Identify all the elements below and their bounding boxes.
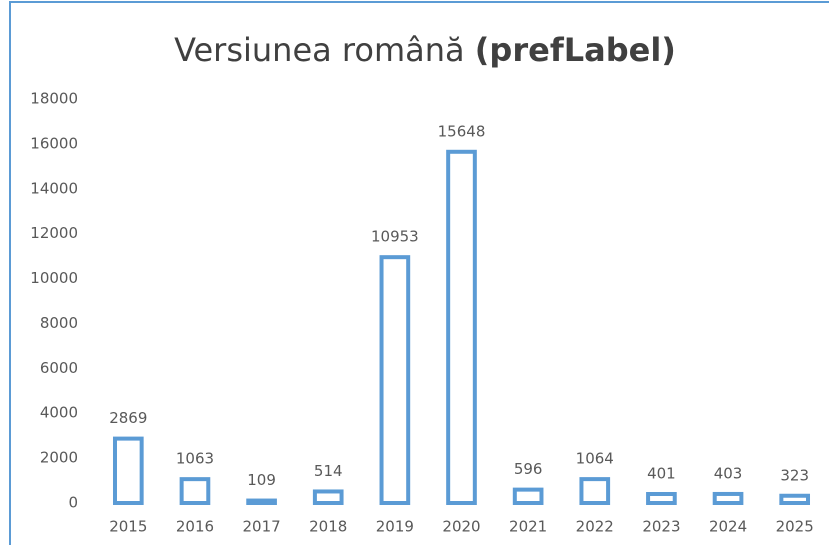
bar xyxy=(446,149,477,505)
chart-frame xyxy=(9,1,829,545)
y-tick-label: 16000 xyxy=(30,134,78,152)
data-label: 401 xyxy=(647,464,676,482)
data-label: 10953 xyxy=(371,228,419,246)
bar xyxy=(512,487,544,505)
y-tick-label: 4000 xyxy=(40,404,78,422)
x-tick-label: 2017 xyxy=(242,518,280,536)
y-tick-label: 10000 xyxy=(30,269,78,287)
data-label: 15648 xyxy=(438,122,486,140)
x-tick-label: 2022 xyxy=(576,518,614,536)
bar xyxy=(712,491,744,506)
bar xyxy=(579,477,611,505)
x-tick-label: 2015 xyxy=(109,518,147,536)
title-text: Versiunea română xyxy=(174,31,465,69)
y-tick-label: 2000 xyxy=(40,449,78,467)
x-tick-label: 2023 xyxy=(642,518,680,536)
bar xyxy=(112,436,144,506)
bar xyxy=(246,498,277,506)
y-tick-label: 18000 xyxy=(30,90,78,108)
chart-title: Versiunea română (prefLabel) xyxy=(174,31,676,69)
title-bold: (prefLabel) xyxy=(475,31,676,69)
y-tick-label: 0 xyxy=(68,494,78,512)
data-label: 1064 xyxy=(576,450,614,468)
data-label: 323 xyxy=(780,466,809,484)
data-label: 109 xyxy=(247,471,276,489)
data-label: 403 xyxy=(714,464,743,482)
x-tick-label: 2021 xyxy=(509,518,547,536)
x-tick-label: 2024 xyxy=(709,518,747,536)
bar xyxy=(779,493,811,506)
x-tick-label: 2018 xyxy=(309,518,347,536)
y-tick-label: 6000 xyxy=(40,359,78,377)
y-tick-label: 8000 xyxy=(40,314,78,332)
bar xyxy=(179,477,211,505)
x-tick-label: 2019 xyxy=(376,518,414,536)
data-label: 596 xyxy=(514,460,543,478)
bar xyxy=(312,489,344,506)
x-tick-label: 2020 xyxy=(442,518,480,536)
x-tick-label: 2025 xyxy=(776,518,814,536)
bar xyxy=(646,491,677,506)
y-tick-label: 12000 xyxy=(30,224,78,242)
data-label: 514 xyxy=(314,462,343,480)
y-tick-label: 14000 xyxy=(30,179,78,197)
bar xyxy=(379,255,411,505)
data-label: 2869 xyxy=(109,409,147,427)
data-label: 1063 xyxy=(176,450,214,468)
x-tick-label: 2016 xyxy=(176,518,214,536)
